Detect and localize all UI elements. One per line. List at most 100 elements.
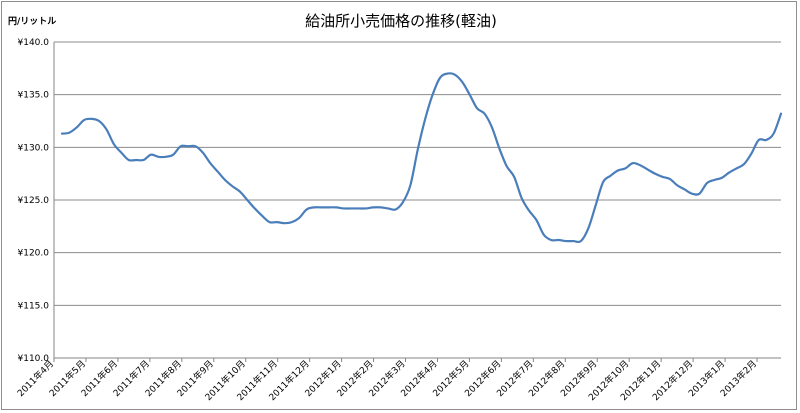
data-point <box>247 199 248 200</box>
data-point <box>410 185 411 186</box>
data-point <box>669 178 670 179</box>
data-point <box>328 207 329 208</box>
y-tick-label: ¥135.0 <box>18 91 50 101</box>
data-point <box>269 222 270 223</box>
data-point <box>603 181 604 182</box>
data-point <box>106 129 107 130</box>
data-point <box>158 156 159 157</box>
data-point <box>232 186 233 187</box>
chart-title: 給油所小売価格の推移(軽油) <box>305 12 497 30</box>
data-point <box>388 208 389 209</box>
data-point <box>751 153 752 154</box>
data-point <box>714 179 715 180</box>
data-point <box>136 159 137 160</box>
y-axis-unit-label: 円/リットル <box>8 16 56 27</box>
data-point <box>336 207 337 208</box>
data-point <box>625 168 626 169</box>
data-point <box>743 164 744 165</box>
data-point <box>521 197 522 198</box>
data-point <box>536 219 537 220</box>
series-layer <box>61 73 781 242</box>
data-point <box>224 179 225 180</box>
data-point <box>276 222 277 223</box>
data-point <box>447 73 448 74</box>
data-point <box>98 120 99 121</box>
data-point <box>128 159 129 160</box>
data-point <box>195 146 196 147</box>
data-point <box>469 94 470 95</box>
data-point <box>91 118 92 119</box>
data-point <box>402 202 403 203</box>
data-point <box>306 209 307 210</box>
data-point <box>76 127 77 128</box>
data-point <box>254 208 255 209</box>
axes <box>54 42 781 362</box>
data-point <box>365 208 366 209</box>
y-tick-label: ¥120.0 <box>18 249 50 259</box>
data-point <box>736 168 737 169</box>
data-point <box>514 176 515 177</box>
data-point <box>350 208 351 209</box>
data-point <box>617 170 618 171</box>
data-point <box>462 81 463 82</box>
data-point <box>706 183 707 184</box>
data-point <box>506 166 507 167</box>
data-point <box>662 176 663 177</box>
data-point <box>143 159 144 160</box>
data-point <box>439 77 440 78</box>
data-point <box>573 240 574 241</box>
data-point <box>528 210 529 211</box>
data-point <box>150 154 151 155</box>
data-point <box>395 209 396 210</box>
data-point <box>773 133 774 134</box>
data-point <box>565 240 566 241</box>
data-point <box>647 169 648 170</box>
data-point <box>588 228 589 229</box>
data-point <box>61 133 62 134</box>
data-point <box>180 146 181 147</box>
data-point <box>165 156 166 157</box>
y-tick-label: ¥130.0 <box>18 143 50 153</box>
gridlines <box>54 42 781 358</box>
data-point <box>187 146 188 147</box>
data-point <box>595 205 596 206</box>
data-point <box>425 118 426 119</box>
data-point <box>380 207 381 208</box>
data-point <box>721 177 722 178</box>
y-tick-label: ¥140.0 <box>18 38 50 48</box>
data-point <box>291 222 292 223</box>
x-tick-labels: 2011年4月2011年5月2011年6月2011年7月2011年8月2011年… <box>15 358 759 404</box>
data-point <box>654 173 655 174</box>
data-point <box>543 234 544 235</box>
data-point <box>358 208 359 209</box>
data-point <box>699 193 700 194</box>
data-point <box>262 215 263 216</box>
data-point <box>321 207 322 208</box>
data-point <box>202 152 203 153</box>
data-point <box>491 127 492 128</box>
data-point <box>432 94 433 95</box>
data-point <box>417 149 418 150</box>
data-point <box>173 154 174 155</box>
data-point <box>121 152 122 153</box>
y-tick-label: ¥125.0 <box>18 196 50 206</box>
data-point <box>343 208 344 209</box>
data-point <box>780 113 781 114</box>
data-point <box>454 74 455 75</box>
data-point <box>113 144 114 145</box>
data-point <box>640 165 641 166</box>
data-point <box>484 113 485 114</box>
data-point <box>299 217 300 218</box>
data-point <box>210 163 211 164</box>
series-line <box>62 73 781 242</box>
data-point <box>758 139 759 140</box>
data-point <box>84 119 85 120</box>
data-point <box>313 207 314 208</box>
data-point <box>677 185 678 186</box>
data-point <box>610 175 611 176</box>
data-point <box>766 139 767 140</box>
data-point <box>373 207 374 208</box>
y-tick-label: ¥115.0 <box>18 301 50 311</box>
